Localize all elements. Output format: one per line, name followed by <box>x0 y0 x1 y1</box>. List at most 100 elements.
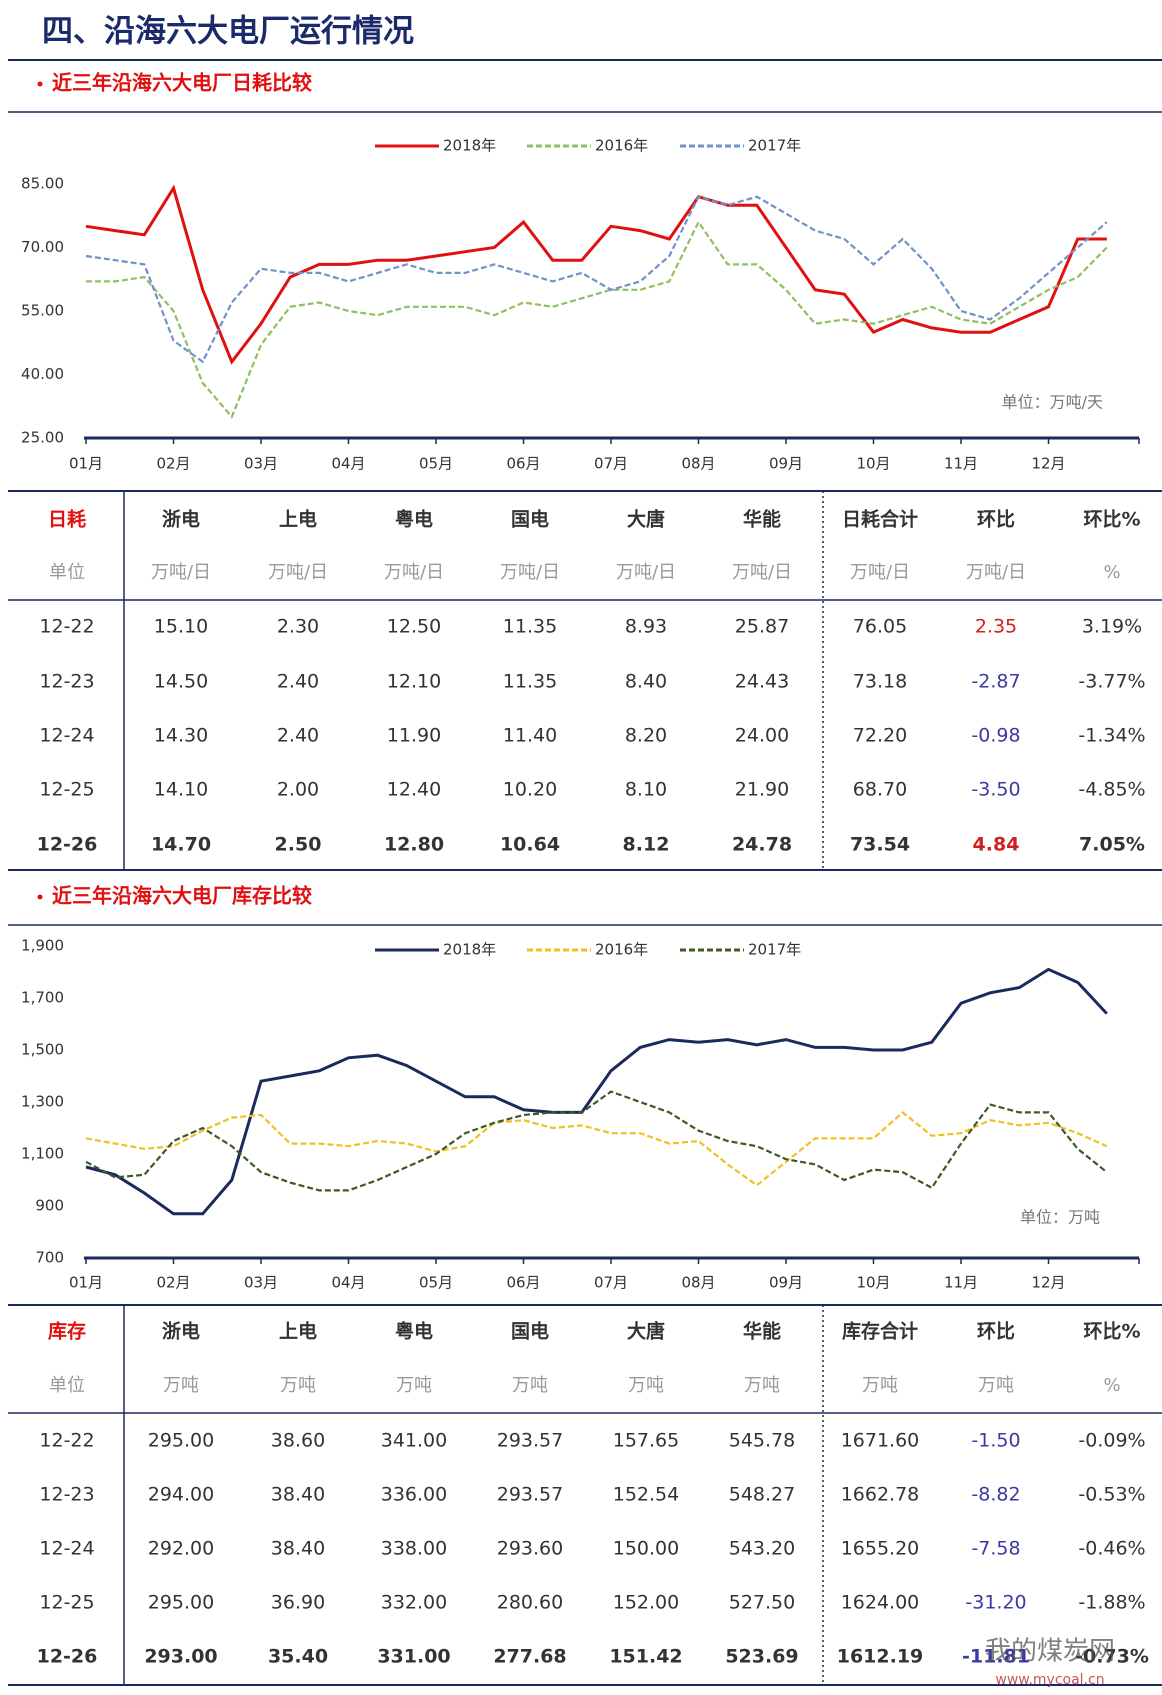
table-cell: -0.98 <box>971 725 1020 747</box>
y-tick-label: 25.00 <box>21 429 64 447</box>
x-tick-label: 10月 <box>856 1274 890 1292</box>
table-cell: 1662.78 <box>841 1484 920 1506</box>
unit-cell: 万吨/日 <box>732 562 792 583</box>
x-tick-label: 02月 <box>156 455 190 473</box>
series-line <box>85 195 1108 364</box>
table-cell: 1655.20 <box>841 1538 920 1560</box>
table-cell: 68.70 <box>853 779 907 801</box>
table-cell: 2.35 <box>975 616 1017 638</box>
table-cell: 73.54 <box>850 834 910 856</box>
table-cell: 12-24 <box>39 1538 94 1560</box>
watermark: 我的煤炭网 <box>985 1637 1115 1667</box>
y-tick-label: 85.00 <box>21 175 64 193</box>
table-cell: 2.00 <box>277 779 319 801</box>
y-tick-label: 700 <box>35 1249 64 1267</box>
legend-label: 2016年 <box>595 137 648 155</box>
table-cell: 2.40 <box>277 671 319 693</box>
table-cell: 12.40 <box>387 779 441 801</box>
table-cell: 8.20 <box>625 725 667 747</box>
table-cell: -0.09% <box>1078 1430 1145 1452</box>
unit-cell: 万吨/日 <box>268 562 328 583</box>
table-cell: 11.90 <box>387 725 441 747</box>
unit-cell: 万吨/日 <box>966 562 1026 583</box>
table-cell: 3.19% <box>1082 616 1142 638</box>
table-cell: 2.40 <box>277 725 319 747</box>
y-tick-label: 70.00 <box>21 238 64 256</box>
table-cell: -1.88% <box>1078 1592 1145 1614</box>
table-cell: 12-22 <box>39 1430 94 1452</box>
header-cell: 上电 <box>279 1320 317 1343</box>
series-line <box>85 1090 1108 1192</box>
table-cell: 12-26 <box>37 834 98 856</box>
x-tick-label: 08月 <box>681 455 715 473</box>
unit-note: 单位：万吨 <box>1020 1208 1100 1227</box>
legend-label: 2018年 <box>443 137 496 155</box>
header-cell: 国电 <box>511 1320 549 1343</box>
unit-cell: 万吨/日 <box>850 562 910 583</box>
table-cell: 12.50 <box>387 616 441 638</box>
table-cell: 341.00 <box>381 1430 447 1452</box>
table-cell: 277.68 <box>493 1646 566 1668</box>
table-cell: 73.18 <box>853 671 907 693</box>
table-cell: 7.05% <box>1079 834 1145 856</box>
table-cell: 24.00 <box>735 725 789 747</box>
table-cell: 293.60 <box>497 1538 563 1560</box>
x-tick-label: 06月 <box>506 1274 540 1292</box>
table-cell: -0.73% <box>1075 1646 1149 1668</box>
table-cell: 12-23 <box>39 1484 94 1506</box>
watermark: www.mycoal.cn <box>995 1672 1104 1688</box>
header-cell: 国电 <box>511 508 549 531</box>
header-cell: 环比% <box>1083 509 1140 531</box>
table-cell: 8.12 <box>623 834 670 856</box>
table-cell: 8.10 <box>625 779 667 801</box>
unit-cell: 万吨 <box>978 1375 1014 1396</box>
x-tick-label: 06月 <box>506 455 540 473</box>
unit-cell: 单位 <box>49 562 85 583</box>
unit-cell: % <box>1103 562 1120 583</box>
table-cell: 295.00 <box>148 1592 214 1614</box>
series-line <box>85 184 1107 365</box>
table-cell: -3.77% <box>1078 671 1145 693</box>
unit-cell: 万吨/日 <box>500 562 560 583</box>
x-tick-label: 09月 <box>769 455 803 473</box>
table-cell: 8.93 <box>625 616 667 638</box>
y-tick-label: 1,100 <box>21 1145 64 1163</box>
unit-cell: 万吨 <box>396 1375 432 1396</box>
header-cell: 浙电 <box>162 508 200 531</box>
table-cell: 2.50 <box>275 834 322 856</box>
table-cell: 1624.00 <box>841 1592 920 1614</box>
legend-label: 2017年 <box>748 941 801 959</box>
x-tick-label: 07月 <box>594 1274 628 1292</box>
header-cell: 库存合计 <box>842 1320 918 1343</box>
header-cell: 浙电 <box>162 1320 200 1343</box>
table-cell: -31.20 <box>965 1592 1026 1614</box>
table-cell: -0.46% <box>1078 1538 1145 1560</box>
table-cell: 1612.19 <box>837 1646 924 1668</box>
header-cell: 日耗合计 <box>842 508 918 531</box>
table-cell: 11.40 <box>503 725 557 747</box>
table-cell: -3.50 <box>971 779 1020 801</box>
table-cell: 152.00 <box>613 1592 679 1614</box>
table-cell: 545.78 <box>729 1430 795 1452</box>
header-cell: 粤电 <box>395 508 433 531</box>
x-tick-label: 12月 <box>1031 455 1065 473</box>
table-cell: 548.27 <box>729 1484 795 1506</box>
y-tick-label: 1,900 <box>21 937 64 955</box>
header-cell: 华能 <box>743 508 781 531</box>
header-cell: 上电 <box>279 508 317 531</box>
x-tick-label: 09月 <box>769 1274 803 1292</box>
x-tick-label: 05月 <box>419 455 453 473</box>
unit-cell: 万吨 <box>744 1375 780 1396</box>
table-cell: 293.00 <box>144 1646 217 1668</box>
page-title: 四、沿海六大电厂运行情况 <box>42 14 414 50</box>
header-cell: 日耗 <box>48 509 86 531</box>
unit-cell: 万吨 <box>628 1375 664 1396</box>
table-cell: -0.53% <box>1078 1484 1145 1506</box>
x-tick-label: 02月 <box>156 1274 190 1292</box>
table-cell: 157.65 <box>613 1430 679 1452</box>
header-cell: 环比 <box>977 1321 1015 1343</box>
x-tick-label: 04月 <box>331 455 365 473</box>
header-cell: 库存 <box>48 1320 86 1343</box>
x-tick-label: 11月 <box>944 455 978 473</box>
